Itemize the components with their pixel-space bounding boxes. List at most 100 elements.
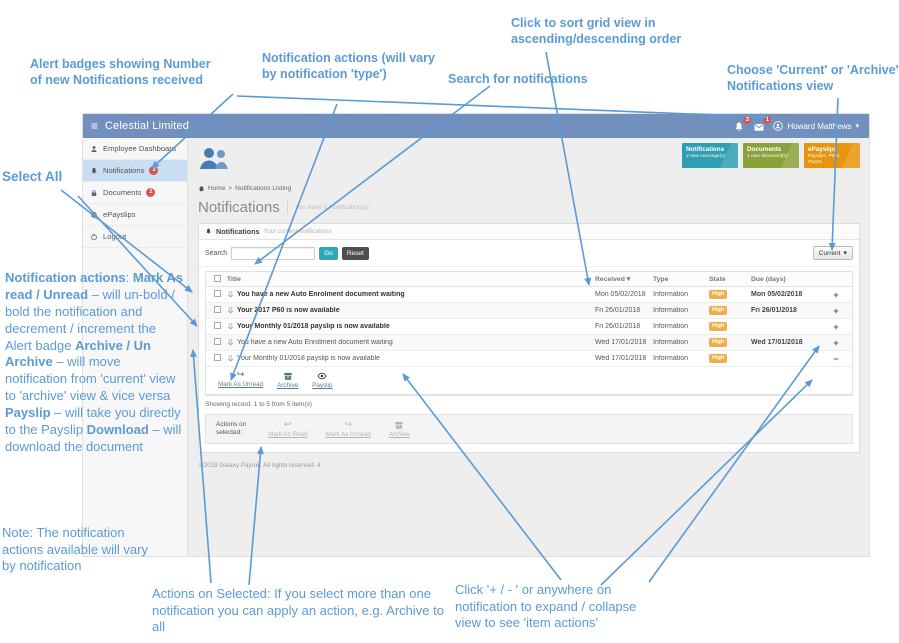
header-bell-icon[interactable]: 3 <box>733 116 752 132</box>
header-bell-badge: 3 <box>743 116 752 124</box>
item-action-label: Archive <box>277 382 299 389</box>
table-row[interactable]: Your 2017 P60 is now available Fri 26/01… <box>206 303 852 319</box>
search-reset-button[interactable]: Reset <box>341 246 369 260</box>
received-cell: Mon 05/02/2018 <box>595 291 646 298</box>
annotation-choose-view: Choose 'Current' or 'Archive' Notificati… <box>727 63 899 93</box>
received-cell: Fri 26/01/2018 <box>595 323 641 330</box>
row-checkbox[interactable] <box>214 354 221 361</box>
home-icon <box>198 185 205 192</box>
search-input[interactable] <box>231 246 316 260</box>
sidebar-item-notifications[interactable]: Notifications 3 <box>83 160 187 182</box>
table-row[interactable]: Your Monthly 01/2018 payslip is now avai… <box>206 351 852 367</box>
header-mail-icon[interactable]: 1 <box>753 116 772 132</box>
column-due[interactable]: Due (days) <box>751 275 786 283</box>
bell-icon <box>227 339 234 346</box>
user-name: Howard Matthews <box>787 121 852 131</box>
user-icon <box>773 121 784 131</box>
bulk-action-mark-as-read[interactable]: ↩ Mark As Read <box>268 420 308 438</box>
view-selector-button[interactable]: Current ▾ <box>812 246 853 260</box>
search-go-button[interactable]: Go <box>319 246 338 260</box>
state-badge: High <box>709 306 728 315</box>
user-menu[interactable]: Howard Matthews ▾ <box>773 121 859 131</box>
notification-title: Your 2017 P60 is now available <box>237 307 340 314</box>
bulk-action-archive[interactable]: Archive <box>389 420 410 438</box>
table-row[interactable]: Your Monthly 01/2018 payslip is now avai… <box>206 319 852 335</box>
annotation-notification-actions-paragraph: Notification actions: Mark As read / Unr… <box>5 270 183 454</box>
sidebar-item-label: Notifications <box>103 166 145 175</box>
bulk-action-mark-as-unread[interactable]: ↪ Mark As Unread <box>326 420 371 438</box>
sidebar-item-logout[interactable]: Logout <box>83 226 187 248</box>
sidebar-item-epayslips[interactable]: ePayslips <box>83 204 187 226</box>
item-action-payslip[interactable]: Payslip <box>312 371 332 389</box>
expand-toggle[interactable]: − <box>833 353 839 364</box>
caret-down-icon: ▾ <box>855 122 859 130</box>
type-cell: Information <box>653 323 689 330</box>
due-cell: Mon 05/02/2018 <box>751 291 803 298</box>
archive-box-icon <box>283 372 292 380</box>
record-count: Showing record: 1 to 5 from 5 item(s) <box>205 401 312 408</box>
item-action-mark-as-unread[interactable]: ↪ Mark As Unread <box>218 371 263 389</box>
expand-toggle[interactable]: + <box>833 337 839 348</box>
row-checkbox[interactable] <box>214 322 221 329</box>
card-epayslips[interactable]: ePayslips Payslips, P60s, P11Ds <box>804 143 860 168</box>
archive-box-icon <box>395 421 403 429</box>
item-action-archive[interactable]: Archive <box>277 371 298 389</box>
page-title: Notifications <box>198 198 280 216</box>
expand-toggle[interactable]: + <box>833 289 839 300</box>
annotation-sort: Click to sort grid view in ascending/des… <box>511 16 682 46</box>
due-cell: Fri 26/01/2018 <box>751 307 797 314</box>
column-state[interactable]: State <box>709 275 726 283</box>
column-type[interactable]: Type <box>653 275 669 283</box>
copyright-footer: ©2019 Galaxy Payroll. All rights reserve… <box>199 462 321 469</box>
expand-toggle[interactable]: + <box>833 305 839 316</box>
column-received[interactable]: Received ▾ <box>595 275 631 283</box>
app-screenshot: ≡ Celestial Limited 3 1 Howard Matthews … <box>82 113 870 557</box>
card-title: ePayslips <box>808 146 838 153</box>
header-mail-badge: 1 <box>763 116 772 124</box>
hamburger-menu-icon[interactable]: ≡ <box>91 119 99 133</box>
state-badge: High <box>709 322 728 331</box>
bell-icon <box>227 355 234 362</box>
row-checkbox[interactable] <box>214 290 221 297</box>
breadcrumb: Home > Notifications Listing <box>198 185 860 192</box>
card-title: Notifications <box>686 146 725 153</box>
redo-arrow-icon: ↪ <box>236 370 245 380</box>
eye-icon <box>317 372 327 380</box>
app-header: ≡ Celestial Limited 3 1 Howard Matthews … <box>83 114 869 138</box>
annotation-alert-badges: Alert badges showing Number of new Notif… <box>30 57 211 87</box>
panel-subtitle: Your current notifications <box>263 228 332 235</box>
notification-title: Your Monthly 01/2018 payslip is now avai… <box>237 355 380 362</box>
card-notifications[interactable]: Notifications 3 new message(s) <box>682 143 738 168</box>
card-subtitle: 3 new message(s) <box>686 153 726 159</box>
table-row[interactable]: You have a new Auto Enrolment document w… <box>206 335 852 351</box>
sidebar-item-documents[interactable]: Documents 1 <box>83 182 187 204</box>
table-row[interactable]: You have a new Auto Enrolment document w… <box>206 287 852 303</box>
row-checkbox[interactable] <box>214 306 221 313</box>
sidebar-item-employee-dashboard[interactable]: Employee Dashboard <box>83 138 187 160</box>
select-all-checkbox[interactable] <box>214 274 221 282</box>
bell-icon <box>227 307 234 314</box>
bell-icon <box>227 323 234 330</box>
bulk-actions-bar: Actions on selected: ↩ Mark As Read ↪ Ma… <box>205 414 853 444</box>
notification-title: Your Monthly 01/2018 payslip is now avai… <box>237 323 390 330</box>
received-cell: Wed 17/01/2018 <box>595 339 647 346</box>
card-documents[interactable]: Documents 1 new document(s) <box>743 143 799 168</box>
people-group-icon <box>200 148 228 169</box>
card-subtitle: 1 new document(s) <box>747 153 788 159</box>
card-subtitle: Payslips, P60s, P11Ds <box>808 153 841 166</box>
annotation-search: Search for notifications <box>448 72 588 86</box>
view-selector-label: Current <box>818 249 841 257</box>
caret-down-icon: ▾ <box>843 249 847 257</box>
due-cell: Wed 17/01/2018 <box>751 339 803 346</box>
sidebar-item-label: Employee Dashboard <box>103 144 177 153</box>
type-cell: Information <box>653 307 689 314</box>
sidebar-item-label: Documents <box>103 188 142 197</box>
column-title[interactable]: Title <box>227 275 241 283</box>
notifications-table: Title Received ▾ Type State Due (days) Y… <box>205 271 853 396</box>
breadcrumb-home[interactable]: Home <box>208 185 226 192</box>
row-checkbox[interactable] <box>214 338 221 345</box>
expand-toggle[interactable]: + <box>833 321 839 332</box>
item-actions-row: ↪ Mark As Unread Archive Payslip <box>206 367 852 395</box>
received-cell: Wed 17/01/2018 <box>595 355 647 362</box>
